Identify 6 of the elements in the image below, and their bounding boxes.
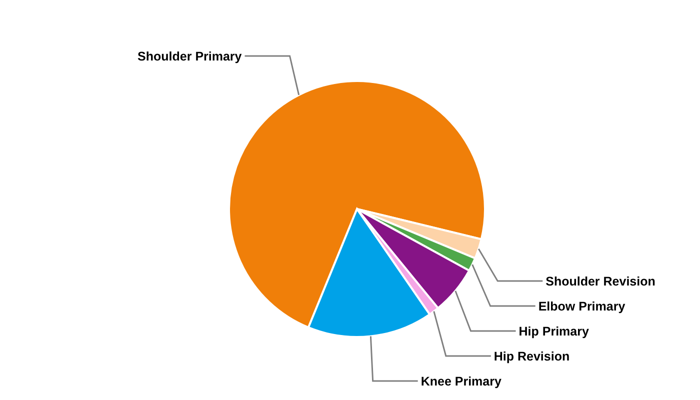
slice-label: Knee Primary xyxy=(420,374,502,388)
slice-label: Hip Revision xyxy=(494,349,570,364)
slice-label: Shoulder Primary xyxy=(138,49,242,64)
slice-label: Elbow Primary xyxy=(538,299,626,314)
slice-label: Shoulder Revision xyxy=(546,274,656,288)
slice-label: Hip Primary xyxy=(518,324,589,338)
